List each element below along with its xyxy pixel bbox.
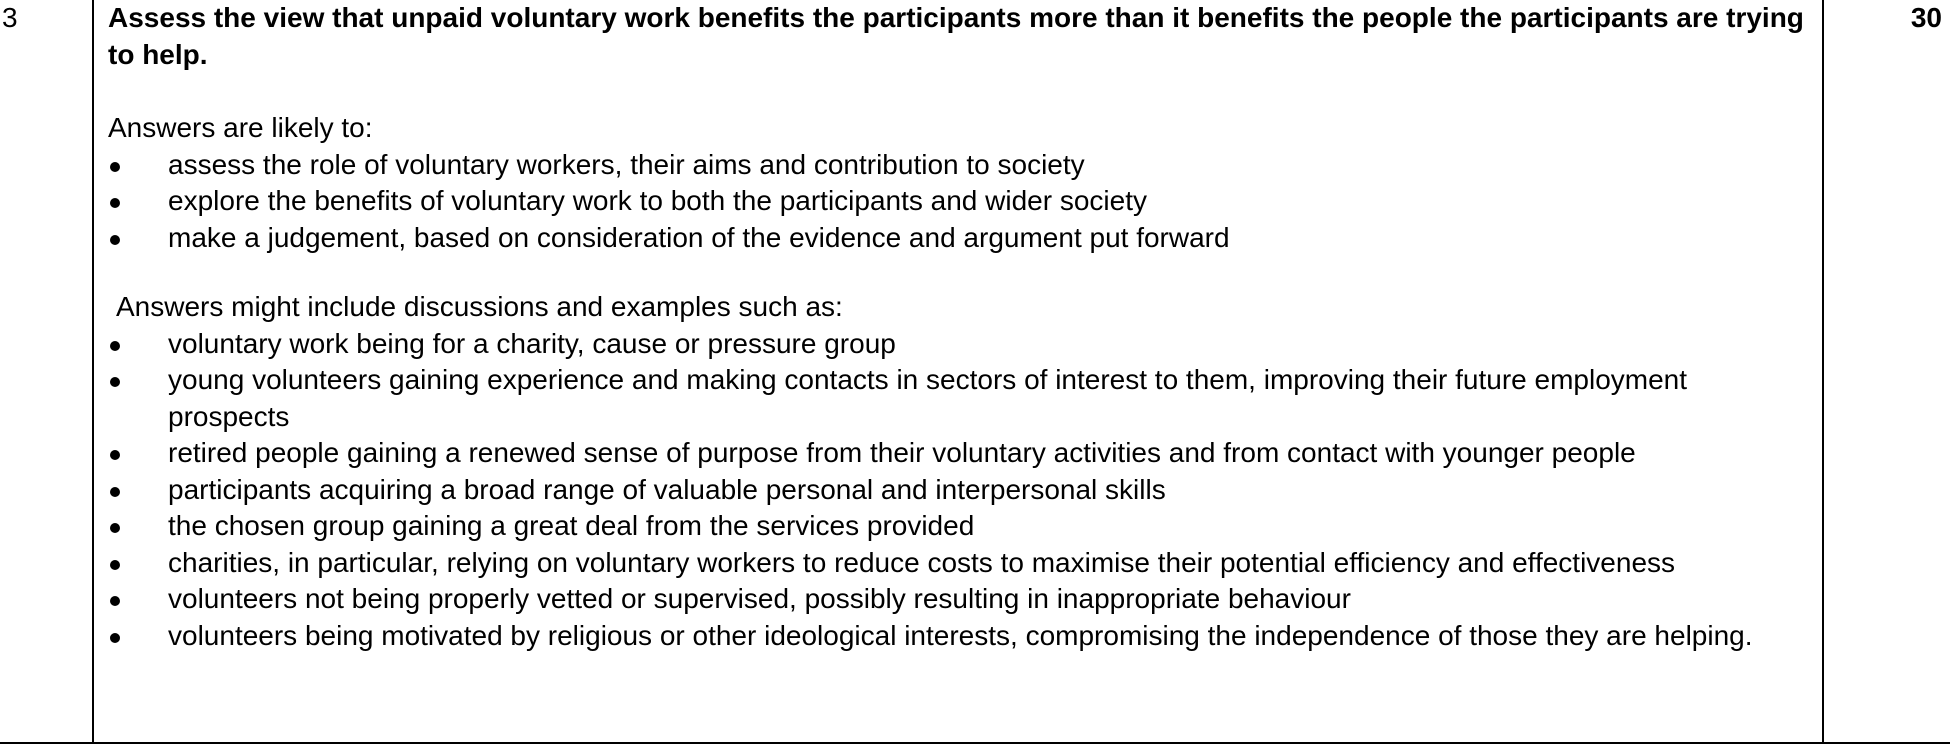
list-item: voluntary work being for a charity, caus… [110, 327, 896, 359]
list-item: participants acquiring a broad range of … [110, 473, 1166, 505]
answer-guidance-cell: Assess the view that unpaid voluntary wo… [108, 0, 1808, 654]
list-item: explore the benefits of voluntary work t… [110, 185, 1147, 216]
row-bottom-border [0, 742, 1950, 744]
question-text: Assess the view that unpaid voluntary wo… [108, 2, 1804, 70]
list-item: young volunteers gaining experience and … [110, 364, 1688, 432]
include-intro: Answers might include discussions and ex… [116, 291, 843, 322]
list-item: volunteers being motivated by religious … [110, 619, 1753, 651]
column-divider-right [1822, 0, 1824, 744]
column-divider-left [92, 0, 94, 744]
include-list: voluntary work being for a charity, caus… [108, 326, 1808, 655]
list-item: assess the role of voluntary workers, th… [110, 148, 1085, 180]
likely-intro: Answers are likely to: [108, 112, 373, 143]
list-item: charities, in particular, relying on vol… [110, 546, 1676, 578]
list-item: volunteers not being properly vetted or … [110, 583, 1351, 614]
list-item: the chosen group gaining a great deal fr… [110, 510, 975, 541]
list-item: make a judgement, based on consideration… [110, 221, 1230, 253]
question-number: 3 [2, 2, 18, 33]
marks-value: 30 [1910, 2, 1942, 33]
list-item: retired people gaining a renewed sense o… [110, 437, 1636, 468]
likely-list: assess the role of voluntary workers, th… [108, 147, 1808, 257]
